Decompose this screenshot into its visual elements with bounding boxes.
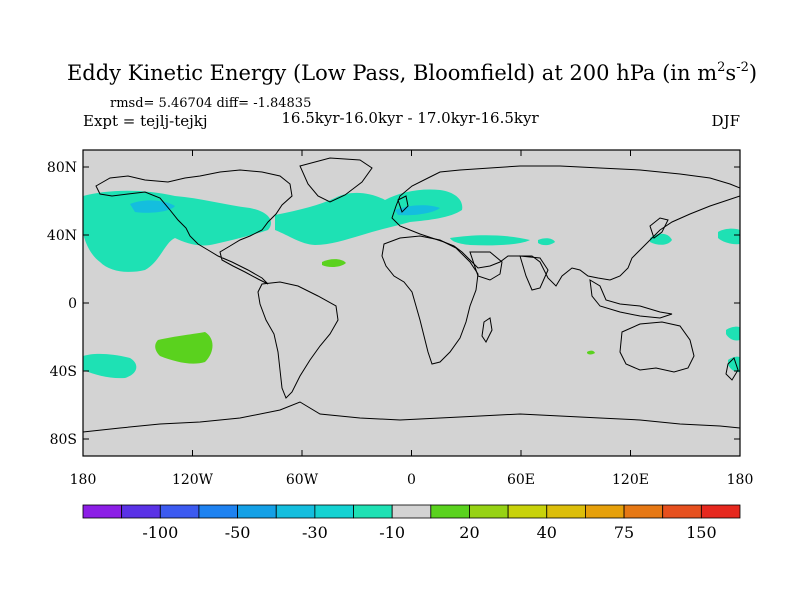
coastline-greenland bbox=[299, 157, 373, 203]
colorbar-swatch bbox=[507, 504, 548, 519]
anomaly-region-south-asia bbox=[538, 238, 555, 246]
longitude-tick-label: 120W bbox=[172, 472, 214, 488]
longitude-tick-label: 180 bbox=[70, 472, 97, 488]
longitude-tick-label: 120E bbox=[612, 472, 649, 488]
anomaly-region-indian-ocean-positive bbox=[587, 350, 595, 355]
colorbar-label: 40 bbox=[537, 523, 557, 542]
coastline-eurasia bbox=[391, 165, 740, 287]
latitude-tick-label: 0 bbox=[68, 296, 77, 312]
anomaly-region-south-pacific-positive bbox=[155, 332, 213, 364]
colorbar-label: 20 bbox=[459, 523, 479, 542]
colorbar-swatch bbox=[353, 504, 393, 519]
latitude-tick-label: 80N bbox=[47, 160, 77, 176]
anomaly-region-middle-east bbox=[450, 235, 530, 246]
longitude-tick-label: 60E bbox=[507, 472, 535, 488]
longitude-ticks: 180 120W 60W 0 60E 120E 180 bbox=[70, 150, 754, 488]
map-title: Eddy Kinetic Energy (Low Pass, Bloomfiel… bbox=[67, 60, 757, 85]
colorbar-swatch bbox=[275, 504, 316, 519]
colorbar-swatch bbox=[662, 504, 702, 519]
anomaly-region-north-pacific bbox=[83, 190, 271, 272]
longitude-tick-label: 180 bbox=[727, 472, 754, 488]
coastline-madagascar bbox=[481, 317, 493, 343]
colorbar-swatch bbox=[546, 504, 586, 519]
colorbar-swatch bbox=[198, 504, 238, 519]
anomaly-region-east-edge bbox=[718, 228, 740, 245]
colorbar-swatch bbox=[623, 504, 664, 519]
season-label: DJF bbox=[712, 112, 740, 130]
anomaly-region-north-atlantic bbox=[275, 189, 463, 245]
latitude-tick-label: 40S bbox=[50, 364, 77, 380]
colorbar-swatch bbox=[159, 504, 200, 519]
coastline-japan bbox=[649, 217, 669, 239]
stats-label: rmsd= 5.46704 diff= -1.84835 bbox=[110, 96, 311, 111]
period-label: 16.5kyr-16.0kyr - 17.0kyr-16.5kyr bbox=[281, 109, 539, 127]
map-panel: 180 120W 60W 0 60E 120E 180 80N 40N 0 40S 80S bbox=[47, 149, 754, 488]
latitude-tick-label: 40N bbox=[47, 228, 77, 244]
coastline-north-america bbox=[95, 169, 293, 285]
colorbar bbox=[82, 504, 741, 519]
anomaly-region-north-pacific-core bbox=[130, 200, 175, 213]
longitude-tick-label: 60W bbox=[286, 472, 319, 488]
anomaly-region-central-atlantic-positive bbox=[322, 259, 346, 268]
coastline-british-isles bbox=[397, 195, 409, 213]
coastlines bbox=[83, 157, 740, 433]
coastline-australia bbox=[619, 321, 695, 373]
colorbar-swatch bbox=[700, 504, 741, 519]
colorbar-swatch bbox=[82, 504, 123, 519]
colorbar-label: -100 bbox=[142, 523, 178, 542]
anomaly-region-south-pacific-east bbox=[726, 326, 740, 341]
colorbar-swatch bbox=[430, 504, 470, 519]
longitude-tick-label: 0 bbox=[407, 472, 416, 488]
coastline-southeast-asia bbox=[589, 279, 673, 319]
colorbar-label: -30 bbox=[302, 523, 328, 542]
coastline-new-zealand bbox=[725, 357, 739, 381]
colorbar-swatch bbox=[585, 504, 625, 519]
coastline-india bbox=[519, 255, 549, 291]
experiment-label: Expt = tejlj-tejkj bbox=[83, 112, 208, 130]
colorbar-label: -50 bbox=[225, 523, 251, 542]
colorbar-swatch bbox=[314, 504, 354, 519]
colorbar-swatch bbox=[121, 504, 161, 519]
colorbar-label: 150 bbox=[686, 523, 717, 542]
latitude-ticks: 80N 40N 0 40S 80S bbox=[47, 160, 740, 448]
colorbar-swatch bbox=[391, 504, 432, 519]
coastline-africa bbox=[381, 235, 479, 365]
anomaly-region-south-pacific-west bbox=[83, 353, 137, 379]
colorbar-swatch bbox=[237, 504, 277, 519]
coastline-arabia bbox=[469, 251, 503, 281]
colorbar-label: 75 bbox=[614, 523, 634, 542]
coastline-south-america bbox=[257, 281, 339, 399]
colorbar-swatch bbox=[469, 504, 509, 519]
colorbar-labels: -100 -50 -30 -10 20 40 75 150 bbox=[142, 523, 716, 542]
coastline-antarctica bbox=[83, 401, 740, 433]
colorbar-label: -10 bbox=[379, 523, 405, 542]
latitude-tick-label: 80S bbox=[50, 432, 77, 448]
